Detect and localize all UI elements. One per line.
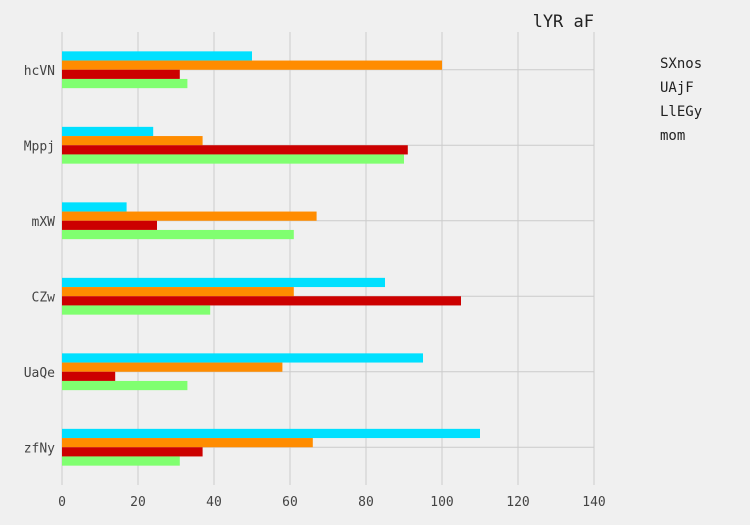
y-tick-label: hcVN bbox=[24, 64, 55, 79]
legend-item: UAjF bbox=[660, 80, 694, 96]
bar-mom-zfNy bbox=[62, 456, 180, 466]
bar-mom-CZw bbox=[62, 305, 211, 315]
bar-LlEGy-mXW bbox=[62, 220, 157, 230]
x-tick-labels: 0 20 40 60 80 100 120 140 bbox=[58, 495, 606, 510]
legend-item: SXnos bbox=[660, 56, 703, 72]
x-tick-label: 40 bbox=[206, 495, 222, 510]
legend-item: LlEGy bbox=[660, 104, 703, 120]
bars bbox=[62, 51, 480, 466]
bar-SXnos-mXW bbox=[62, 202, 127, 212]
y-tick-label: mXW bbox=[32, 215, 56, 230]
y-tick-label: CZw bbox=[32, 290, 56, 305]
bar-SXnos-UaQe bbox=[62, 353, 423, 363]
bar-LlEGy-Mppj bbox=[62, 145, 408, 155]
bar-SXnos-Mppj bbox=[62, 126, 154, 137]
bar-UAjF-hcVN bbox=[62, 60, 442, 70]
bar-mom-UaQe bbox=[62, 380, 188, 391]
bar-UAjF-UaQe bbox=[62, 362, 283, 372]
y-tick-label: zfNy bbox=[24, 441, 55, 456]
x-tick-label: 0 bbox=[58, 495, 66, 510]
bar-mom-mXW bbox=[62, 229, 294, 240]
chart-title: lYR aF bbox=[532, 12, 594, 32]
bar-LlEGy-zfNy bbox=[62, 447, 203, 457]
bar-UAjF-CZw bbox=[62, 287, 294, 297]
x-tick-label: 20 bbox=[130, 495, 146, 510]
bar-UAjF-mXW bbox=[62, 211, 317, 221]
y-tick-label: UaQe bbox=[24, 366, 55, 381]
bar-UAjF-Mppj bbox=[62, 136, 203, 146]
grid bbox=[61, 32, 595, 485]
bar-LlEGy-CZw bbox=[62, 296, 461, 306]
x-tick-label: 140 bbox=[582, 495, 605, 510]
bar-SXnos-hcVN bbox=[62, 51, 252, 61]
x-tick-label: 100 bbox=[430, 495, 453, 510]
bar-mom-Mppj bbox=[62, 154, 404, 164]
x-tick-label: 80 bbox=[358, 495, 374, 510]
legend: SXnos UAjF LlEGy mom bbox=[660, 52, 702, 148]
bar-mom-hcVN bbox=[62, 78, 188, 89]
bar-SXnos-CZw bbox=[62, 277, 385, 288]
y-tick-labels: hcVN Mppj mXW CZw UaQe zfNy bbox=[24, 64, 55, 457]
x-tick-label: 120 bbox=[506, 495, 529, 510]
x-tick-label: 60 bbox=[282, 495, 298, 510]
bar-SXnos-zfNy bbox=[62, 428, 480, 439]
bar-UAjF-zfNy bbox=[62, 438, 313, 448]
bar-LlEGy-UaQe bbox=[62, 371, 116, 381]
bar-LlEGy-hcVN bbox=[62, 69, 180, 79]
y-tick-label: Mppj bbox=[24, 139, 55, 154]
legend-item: mom bbox=[660, 128, 686, 144]
